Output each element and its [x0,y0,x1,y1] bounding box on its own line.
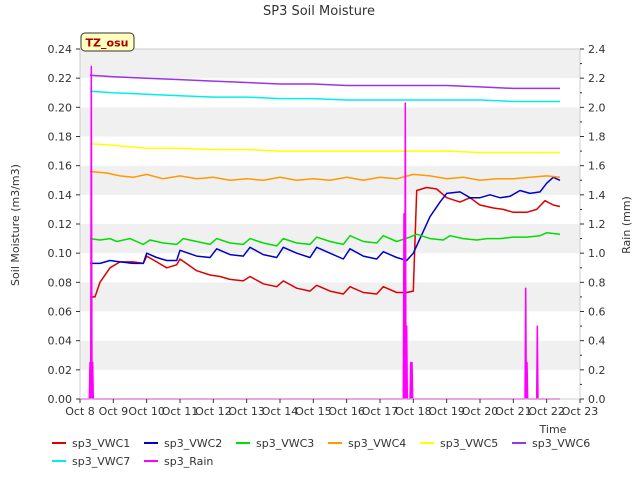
y-tick-label: 0.20 [48,101,73,114]
x-tick-label: Oct 14 [262,405,299,418]
x-tick-label: Oct 18 [395,405,432,418]
y2-tick-label: 1.0 [588,247,606,260]
legend-label: sp3_VWC4 [348,437,406,450]
y-tick-label: 0.10 [48,247,73,260]
series-line-sp3_VWC2 [90,176,561,265]
y-tick-label: 0.12 [48,218,73,231]
grid-band [80,282,580,312]
y2-tick-label: 2.0 [588,101,606,114]
y-axis-right: 0.0 0.2 0.4 0.6 0.8 1.0 1.2 1.4 1.6 1.8 2.0 2.2 2.4 [580,43,606,406]
legend: sp3_VWC1 sp3_VWC2 sp3_VWC3 sp3_VWC4 sp3_VWC5… [52,437,590,468]
y-tick-label: 0.14 [48,189,73,202]
x-tick-label: Oct 12 [195,405,232,418]
x-tick-label: Oct 16 [328,405,365,418]
grid-band [80,49,580,79]
y-tick-label: 0.22 [48,72,73,85]
x-tick-label: Oct 21 [495,405,532,418]
grid-band [80,78,580,108]
legend-label: sp3_Rain [164,455,213,468]
series-line-sp3_VWC7 [89,90,560,103]
annotation-label: TZ_osu [86,37,129,50]
y-axis-label: Soil Moisture (m3/m3) [9,164,22,286]
series-line-sp3_VWC1 [90,186,561,298]
series-line-sp3_VWC3 [89,232,561,247]
x-tick-label: Oct 17 [362,405,399,418]
y2-tick-label: 1.6 [588,160,606,173]
grid-band [80,369,580,399]
legend-label: sp3_VWC3 [256,437,314,450]
grid-band [80,107,580,137]
y-axis-left: 0.00 0.02 0.04 0.06 0.08 0.10 0.12 0.14 0.16 0.18… [48,43,80,406]
chart-title: SP3 Soil Moisture [263,4,375,19]
x-tick-label: Oct 23 [562,405,599,418]
x-tick-label: Oct 20 [462,405,499,418]
legend-label: sp3_VWC2 [164,437,222,450]
series-line-sp3_VWC6 [89,74,560,90]
y-tick-label: 0.04 [48,335,73,348]
y2-tick-label: 1.4 [588,189,606,202]
y2-tick-label: 2.2 [588,72,606,85]
x-tick-label: Oct 22 [528,405,565,418]
y2-tick-label: 0.2 [588,364,606,377]
y-tick-label: 0.08 [48,276,73,289]
series-line-sp3_VWC4 [89,170,561,182]
legend-label: sp3_VWC5 [440,437,498,450]
y2-tick-label: 0.0 [588,393,606,406]
y-tick-label: 0.06 [48,306,73,319]
x-axis-label: Time [539,423,567,436]
y2-tick-label: 1.2 [588,218,606,231]
y-tick-label: 0.00 [48,393,73,406]
grid-band [80,311,580,341]
x-tick-label: Oct 13 [228,405,265,418]
legend-label: sp3_VWC6 [532,437,590,450]
x-tick-label: Oct 19 [428,405,465,418]
y-tick-label: 0.24 [48,43,73,56]
legend-label: sp3_VWC1 [72,437,130,450]
y2-tick-label: 0.8 [588,276,606,289]
grid-band [80,253,580,283]
y2-tick-label: 0.6 [588,306,606,319]
series-line-sp3_VWC5 [89,143,560,154]
y2-tick-label: 0.4 [588,335,606,348]
y-tick-label: 0.18 [48,131,73,144]
y2-axis-label: Rain (mm) [620,196,633,254]
legend-label: sp3_VWC7 [72,455,130,468]
y-tick-label: 0.16 [48,160,73,173]
station-annotation: TZ_osu [80,32,135,52]
y2-tick-label: 2.4 [588,43,606,56]
x-tick-label: Oct 11 [162,405,199,418]
y-tick-label: 0.02 [48,364,73,377]
series-layer [80,65,561,400]
y2-tick-label: 1.8 [588,131,606,144]
annotation-box [80,32,135,52]
grid-band [80,194,580,224]
x-tick-label: Oct 15 [295,405,332,418]
x-tick-label: Oct 10 [128,405,165,418]
x-tick-label: Oct 9 [99,405,129,418]
grid-band [80,340,580,370]
x-tick-label: Oct 8 [65,405,95,418]
